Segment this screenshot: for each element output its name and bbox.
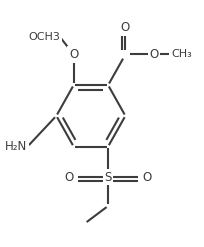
Text: O: O: [150, 48, 159, 61]
Text: OCH3: OCH3: [28, 32, 60, 42]
Text: O: O: [69, 48, 78, 61]
Text: H₂N: H₂N: [5, 140, 28, 153]
Text: O: O: [121, 21, 130, 34]
Text: O: O: [143, 171, 152, 184]
Text: CH₃: CH₃: [171, 49, 192, 60]
Text: S: S: [104, 171, 112, 184]
Text: O: O: [64, 171, 74, 184]
